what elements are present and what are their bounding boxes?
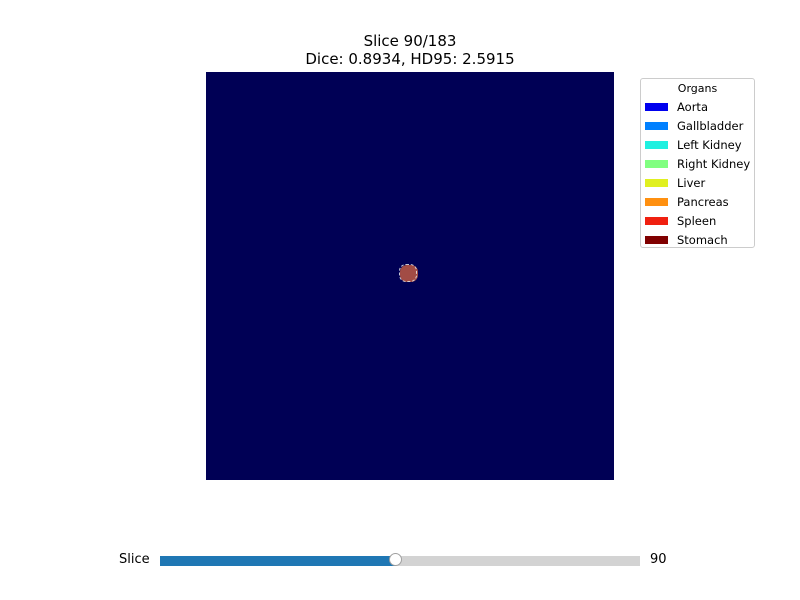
slider-fill [160,556,396,566]
legend-label: Pancreas [677,195,729,209]
legend-swatch [645,236,668,244]
slice-title: Slice 90/183 [363,32,457,50]
slider-label: Slice [119,552,150,567]
legend-label: Stomach [677,233,728,247]
legend-item: Spleen [645,213,716,229]
legend-swatch [645,141,668,149]
slider-handle[interactable] [389,553,402,566]
metrics-title: Dice: 0.8934, HD95: 2.5915 [305,50,515,68]
segmentation-viewer[interactable] [206,72,614,480]
legend-swatch [645,179,668,187]
legend-title: Organs [677,82,718,95]
legend-item: Left Kidney [645,137,742,153]
legend-label: Right Kidney [677,157,751,171]
legend-swatch [645,103,668,111]
legend-swatch [645,217,668,225]
ground-truth-contour [399,264,417,282]
legend-item: Stomach [645,232,728,248]
legend-label: Left Kidney [677,138,742,152]
legend-item: Gallbladder [645,118,743,134]
legend-label: Spleen [677,214,717,228]
legend-swatch [645,122,668,130]
legend-item: Liver [645,175,705,191]
legend-item: Pancreas [645,194,729,210]
legend-swatch [645,160,668,168]
legend-item: Right Kidney [645,156,750,172]
slice-slider[interactable] [160,553,640,566]
slider-value: 90 [650,552,667,567]
legend-label: Aorta [677,100,708,114]
legend-label: Gallbladder [677,119,744,133]
legend-item: Aorta [645,99,708,115]
legend-label: Liver [677,176,706,190]
legend-swatch [645,198,668,206]
organ-legend: Organs Aorta Gallbladder Left Kidney Right … [640,78,755,248]
